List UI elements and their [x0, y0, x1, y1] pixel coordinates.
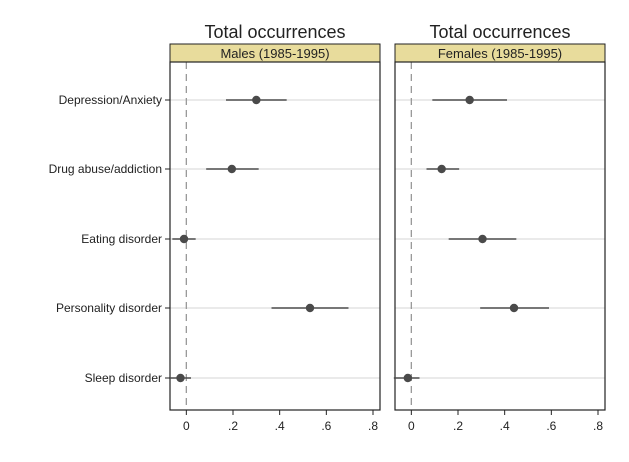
- y-category-label: Eating disorder: [81, 232, 162, 246]
- x-tick-label: .6: [321, 419, 331, 433]
- y-category-label: Personality disorder: [56, 301, 162, 315]
- plot-area: [170, 62, 380, 410]
- point-estimate: [179, 234, 189, 244]
- point-estimate: [437, 164, 446, 174]
- y-axis: Depression/Anxiety Drug abuse/addiction Ea…: [49, 93, 170, 385]
- point-estimate: [509, 303, 519, 313]
- plot-area: [395, 62, 605, 410]
- x-tick-label: 0: [183, 419, 190, 433]
- panel-males: Total occurrences Males (1985-1995) 0 .2 .4.…: [169, 22, 381, 433]
- panel-females: Total occurrences Females (1985-1995) 0 .2.…: [393, 22, 606, 433]
- x-tick-label: .2: [228, 419, 238, 433]
- point-estimate: [252, 95, 261, 105]
- x-tick-label: .8: [368, 419, 378, 433]
- y-category-label: Depression/Anxiety: [59, 93, 162, 107]
- panel-frame: [394, 61, 606, 411]
- x-tick-label: .4: [500, 419, 510, 433]
- panel-title: Total occurrences: [429, 22, 570, 42]
- x-tick-label: .4: [275, 419, 285, 433]
- x-tick-label: .6: [546, 419, 556, 433]
- point-estimate: [465, 95, 474, 105]
- point-estimate: [403, 373, 413, 383]
- x-tick-label: 0: [408, 419, 415, 433]
- panel-strip-label: Females (1985-1995): [438, 46, 562, 61]
- x-tick-label: .8: [593, 419, 603, 433]
- point-estimate: [478, 234, 487, 244]
- y-category-label: Sleep disorder: [85, 371, 162, 385]
- point-estimate: [227, 164, 237, 174]
- point-estimate: [176, 373, 185, 383]
- panel-strip-label: Males (1985-1995): [220, 46, 329, 61]
- point-estimate: [305, 303, 315, 313]
- panel-frame: [169, 61, 381, 411]
- y-category-label: Drug abuse/addiction: [49, 162, 162, 176]
- x-tick-label: .2: [453, 419, 463, 433]
- panel-title: Total occurrences: [204, 22, 345, 42]
